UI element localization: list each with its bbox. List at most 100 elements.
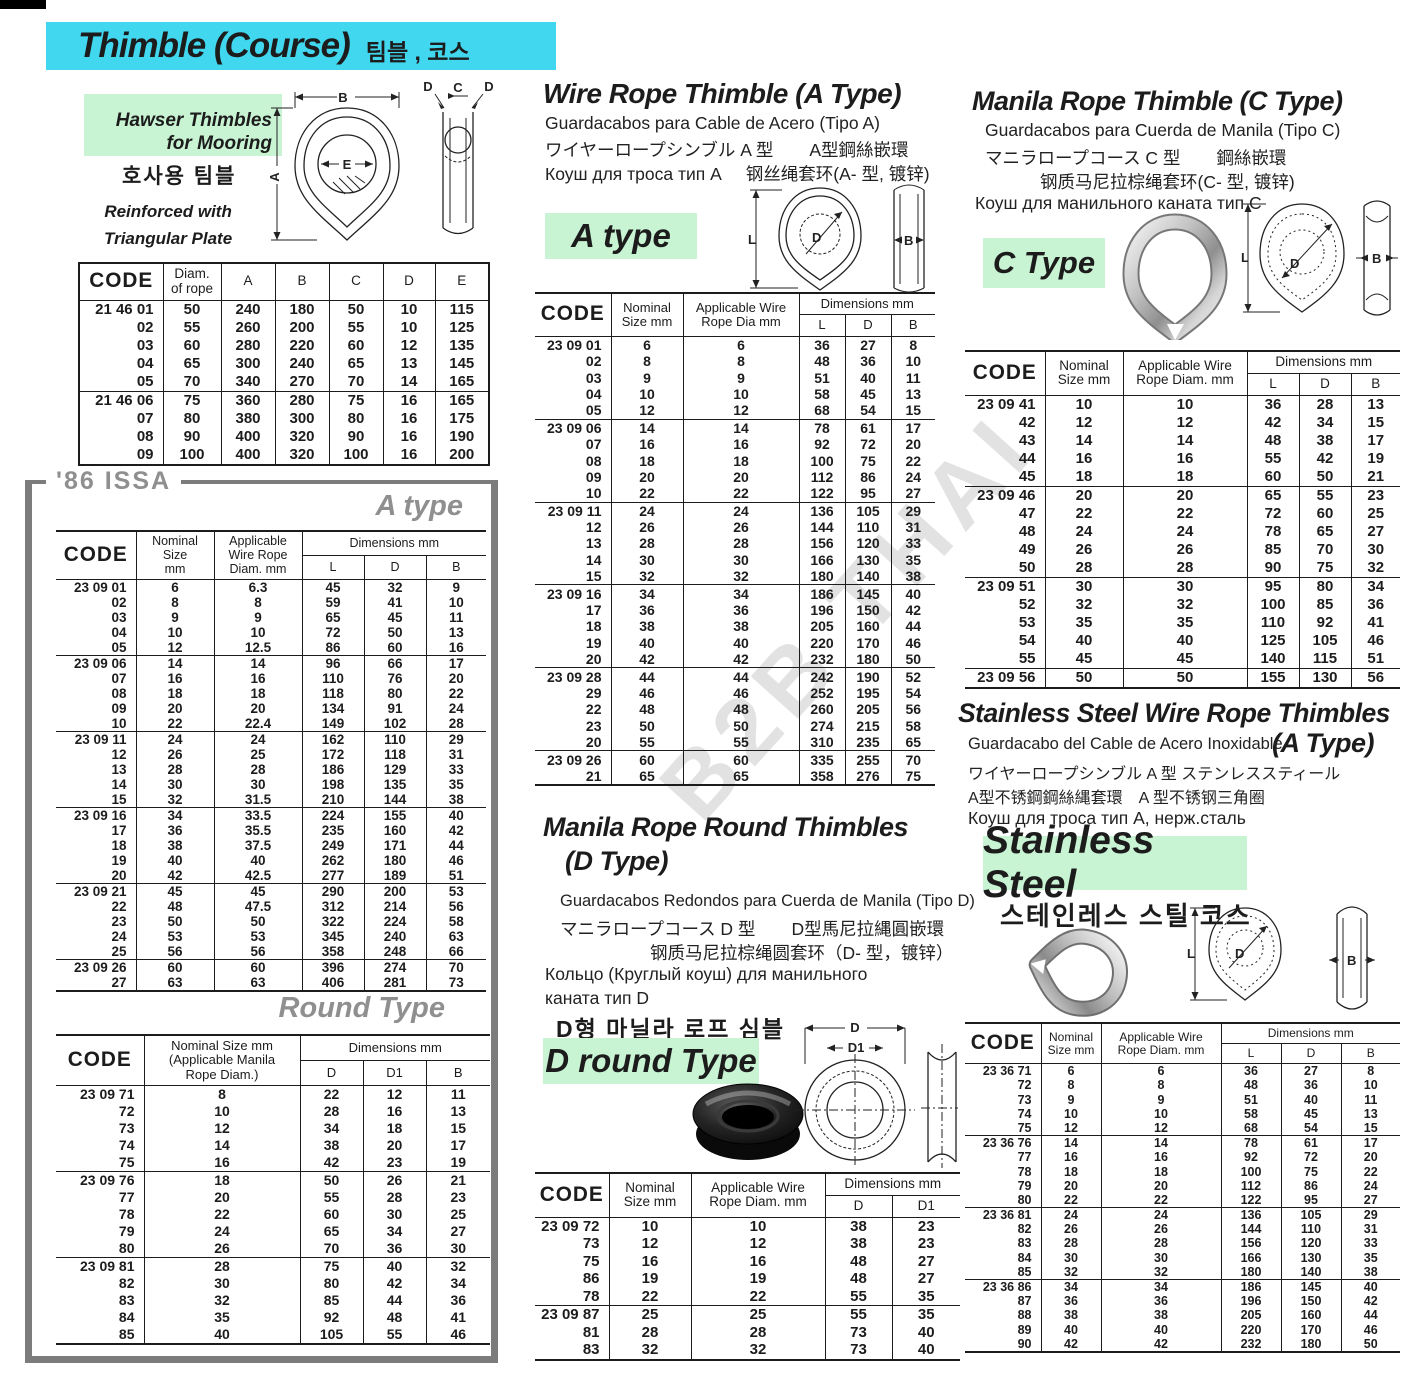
dim-label-b: B xyxy=(338,90,347,105)
table-row: 23 09 16 34 34 186 145 40 xyxy=(535,584,935,602)
table-row: 73 9 9 51 40 11 xyxy=(965,1092,1400,1107)
table-row: 04 65 300 240 65 13 145 xyxy=(79,354,489,373)
ss-table: CODE Nominal Size mm Applicable Wire Rope Di… xyxy=(965,1022,1400,1354)
table-row: 48 24 24 78 65 27 xyxy=(965,522,1401,541)
dim-label-a: A xyxy=(267,172,282,182)
table-row: 23 09 26 60 60 335 255 70 xyxy=(535,750,935,768)
manila-c-title: Manila Rope Thimble (C Type) xyxy=(972,86,1343,116)
table-row: 79 20 20 112 86 24 xyxy=(965,1178,1400,1194)
d-round-badge: D round Type xyxy=(543,1038,759,1084)
catalog-table: CODE Nominal Size mm Applicable Wire Rope Di… xyxy=(535,292,935,787)
ss-ko: 스테인레스 스틸 코스 xyxy=(1000,901,1252,931)
issa-a-type-table: CODE Nominal Size mm Applicable Wire Rope Diam… xyxy=(56,530,487,993)
reinforced-line1: Reinforced with xyxy=(104,202,232,221)
table-row: 23 09 06 14 14 96 66 17 xyxy=(56,655,487,672)
c-type-diagram: L D B xyxy=(1241,200,1398,316)
table-row: 23 36 71 6 6 36 27 8 xyxy=(965,1063,1400,1079)
table-row: 07 16 16 92 72 20 xyxy=(535,435,935,453)
hawser-badge-line2: for Mooring xyxy=(166,133,272,155)
table-row: 78 22 60 30 25 xyxy=(56,1205,490,1223)
table-row: 23 50 50 274 215 58 xyxy=(535,717,935,734)
table-row: 14 30 30 198 135 35 xyxy=(56,777,487,793)
table-row: 23 09 71 8 22 12 11 xyxy=(56,1085,490,1103)
manila-round-ru-2: каната тип D xyxy=(545,988,649,1008)
table-row: 54 40 40 125 105 46 xyxy=(965,631,1401,650)
table-row: 13 28 28 186 129 33 xyxy=(56,762,487,778)
table-row: 05 12 12.5 86 60 16 xyxy=(56,640,487,656)
table-row: 21 65 65 358 276 75 xyxy=(535,767,935,786)
table-row: 03 9 9 51 40 11 xyxy=(535,369,935,386)
table-row: 80 22 22 122 95 27 xyxy=(965,1193,1400,1208)
table-row: 49 26 26 85 70 30 xyxy=(965,540,1401,559)
table-row: 02 55 260 200 55 10 125 xyxy=(79,318,489,337)
ss-diagram: L D B xyxy=(1187,906,1375,1010)
table-row: 23 36 86 34 34 186 145 40 xyxy=(965,1279,1400,1295)
table-row: 22 48 47.5 312 214 56 xyxy=(56,899,487,915)
table-row: 08 18 18 118 80 22 xyxy=(56,686,487,702)
table-row: 05 70 340 270 70 14 165 xyxy=(79,372,489,392)
a-type-diagram: L D B xyxy=(748,184,925,293)
table-row: 83 32 85 44 36 xyxy=(56,1291,490,1309)
table-row: 52 32 32 100 85 36 xyxy=(965,595,1401,614)
manila-round-zh-b: 钢质马尼拉棕绳圆套环（D- 型，镀锌） xyxy=(650,943,954,963)
ss-subtitle: (A Type) xyxy=(1272,728,1375,758)
table-row: 08 18 18 100 75 22 xyxy=(535,452,935,469)
reinforced-line2: Triangular Plate xyxy=(104,229,233,249)
table-row: 85 32 32 180 140 38 xyxy=(965,1265,1400,1280)
table-row: 74 14 38 20 17 xyxy=(56,1136,490,1154)
table-row: 03 60 280 220 60 12 135 xyxy=(79,336,489,355)
table-row: 72 8 8 48 36 10 xyxy=(965,1078,1400,1093)
table-row: 02 8 8 48 36 10 xyxy=(535,352,935,370)
table-row: 23 09 51 30 30 95 80 34 xyxy=(965,576,1401,596)
table-row: 15 32 31.5 210 144 38 xyxy=(56,792,487,808)
table-row: 44 16 16 55 42 19 xyxy=(965,449,1401,468)
round-type-label: Round Type xyxy=(278,992,445,1024)
table-row: 23 09 01 6 6 36 27 8 xyxy=(535,336,935,353)
dim-label-e: E xyxy=(343,157,352,172)
table-row: 18 38 38 205 160 44 xyxy=(535,618,935,635)
dim-label-d-left: D xyxy=(423,79,432,94)
table-row: 12 26 26 144 110 31 xyxy=(535,518,935,536)
table-row: 03 9 9 65 45 11 xyxy=(56,610,487,626)
table-row: 78 22 22 55 35 xyxy=(535,1287,960,1306)
table-row: 23 09 06 14 14 78 61 17 xyxy=(535,418,935,436)
table-row: 17 36 36 196 150 42 xyxy=(535,601,935,619)
wire-ru: Коуш для троса тип A xyxy=(545,164,722,184)
table-row: 12 26 25 172 118 31 xyxy=(56,747,487,763)
dim-label-l: L xyxy=(748,232,756,247)
table-row: 23 09 72 10 10 38 23 xyxy=(535,1217,960,1236)
dim-label-d: D xyxy=(850,1020,859,1035)
table-row: 55 45 45 140 115 51 xyxy=(965,649,1401,669)
table-row: 17 36 35.5 235 160 42 xyxy=(56,823,487,839)
manila-c-es: Guardacabos para Cuerda de Manila (Tipo … xyxy=(985,120,1341,140)
table-row: 20 42 42.5 277 189 51 xyxy=(56,868,487,884)
table-row: 23 09 46 20 20 65 55 23 xyxy=(965,485,1401,505)
table-row: 86 19 19 48 27 xyxy=(535,1270,960,1288)
hawser-thimble-diagram: B A E C D D xyxy=(267,79,494,241)
table-row: 84 35 92 48 41 xyxy=(56,1308,490,1326)
wire-es: Guardacabos para Cable de Acero (Tipo A) xyxy=(545,113,880,133)
catalog-table: CODE Diam. of rope A B C D E 21 46 01 50 240 180 50 1… xyxy=(78,262,490,466)
table-row: 10 22 22 122 95 27 xyxy=(535,485,935,502)
table-row: 47 22 22 72 60 25 xyxy=(965,504,1401,523)
table-row: 27 63 63 406 281 73 xyxy=(56,975,487,992)
table-row: 80 26 70 36 30 xyxy=(56,1239,490,1258)
table-row: 72 10 28 16 13 xyxy=(56,1102,490,1120)
table-row: 23 36 81 24 24 136 105 29 xyxy=(965,1207,1400,1223)
table-row: 89 40 40 220 170 46 xyxy=(965,1322,1400,1337)
table-row: 21 46 01 50 240 180 50 10 115 xyxy=(79,300,489,319)
a-type-badge: A type xyxy=(545,213,697,259)
table-row: 24 53 53 345 240 63 xyxy=(56,929,487,945)
table-row: 14 30 30 166 130 35 xyxy=(535,551,935,569)
table-row: 22 48 48 260 205 56 xyxy=(535,701,935,718)
table-row: 23 09 41 10 10 36 28 13 xyxy=(965,395,1401,414)
issa-a-type-label: A type xyxy=(375,490,463,522)
table-row: 23 09 56 50 50 155 130 56 xyxy=(965,667,1401,688)
issa-panel: '86 ISSA A type CODE Nominal Size mm Applica… xyxy=(25,467,498,1363)
catalog-table: CODE Nominal Size mm Applicable Wire Rope Di… xyxy=(535,1172,960,1361)
wire-a-type-table: CODE Nominal Size mm Applicable Wire Rope Di… xyxy=(535,292,935,787)
ss-es: Guardacabo del Cable de Acero Inoxidable xyxy=(968,735,1283,753)
manila-c-zh-a: 鋼絲嵌環 xyxy=(1216,148,1287,168)
table-row: 18 38 37.5 249 171 44 xyxy=(56,838,487,854)
table-row: 04 10 10 58 45 13 xyxy=(535,385,935,403)
